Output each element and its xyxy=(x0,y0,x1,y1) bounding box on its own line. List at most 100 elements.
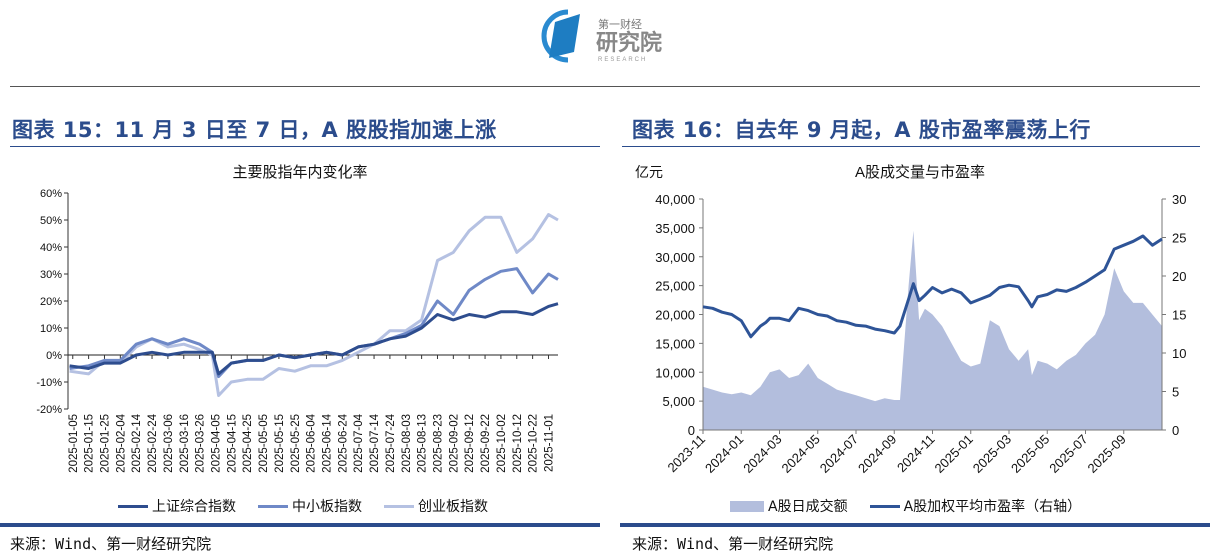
x-tick-label: 2025-05-05 xyxy=(258,414,270,473)
x-tick-label: 2025-05 xyxy=(1008,432,1052,476)
y-tick-label: 10% xyxy=(40,323,62,335)
x-tick-label: 2025-07-14 xyxy=(369,413,381,472)
legend-item-volume: A股日成交额 xyxy=(730,496,848,516)
x-tick-label: 2025-03-06 xyxy=(163,414,175,473)
x-tick-label: 2025-03-16 xyxy=(179,414,191,473)
x-tick-label: 2025-01 xyxy=(932,432,976,476)
x-tick-label: 2025-10-12 xyxy=(512,414,524,473)
y-tick-label: 0 xyxy=(688,423,695,438)
y2-tick-label: 30 xyxy=(1172,192,1186,207)
x-tick-label: 2025-06-24 xyxy=(337,413,349,472)
pe-ratio-line xyxy=(702,234,1163,339)
x-tick-label: 2025-09 xyxy=(1085,432,1129,476)
x-tick-label: 2025-02-04 xyxy=(115,413,127,472)
y-tick-label: 25,000 xyxy=(655,279,695,294)
x-tick-label: 2025-03-26 xyxy=(195,414,207,473)
figure-16-title: 图表 16：自去年 9 月起，A 股市盈率震荡上行 xyxy=(632,118,1091,142)
x-tick-label: 2025-04-05 xyxy=(210,414,222,473)
legend-item-chinext: 创业板指数 xyxy=(384,496,488,516)
series-line-sme xyxy=(69,267,559,379)
source-note-right: 来源：Wind、第一财经研究院 xyxy=(632,535,834,553)
y-tick-label: 35,000 xyxy=(655,221,695,236)
legend-swatch xyxy=(118,504,148,508)
x-tick-label: 2023-11 xyxy=(664,432,708,476)
y2-tick-label: 0 xyxy=(1172,423,1179,438)
x-tick-label: 2025-08-13 xyxy=(417,414,429,473)
legend-swatch xyxy=(258,504,288,508)
y-tick-label: 0% xyxy=(46,350,62,362)
volume-area xyxy=(703,230,1162,430)
y-tick-label: 30,000 xyxy=(655,250,695,265)
svg-text:第一财经: 第一财经 xyxy=(598,17,642,31)
legend-left: 上证综合指数 中小板指数 创业板指数 xyxy=(118,496,510,516)
index-change-chart: 主要股指年内变化率 -20% -10% 0% 10% 20% 30% 40% 50% 60% 20… xyxy=(36,164,559,473)
legend-right: A股日成交额 A股加权平均市盈率（右轴） xyxy=(730,496,1103,516)
y2-tick-label: 25 xyxy=(1172,231,1186,246)
x-tick-label: 2024-01 xyxy=(702,432,746,476)
x-tick-label: 2025-09-02 xyxy=(448,414,460,473)
x-tick-label: 2025-02-24 xyxy=(147,413,159,472)
y2-tick-label: 5 xyxy=(1172,385,1179,400)
legend-swatch xyxy=(384,504,414,508)
y-tick-label: -10% xyxy=(36,377,62,389)
x-tick-label: 2025-10-02 xyxy=(496,414,508,473)
footer-rule-right xyxy=(620,523,1210,527)
y-tick-label: 60% xyxy=(40,188,62,200)
legend-label: A股加权平均市盈率（右轴） xyxy=(903,499,1082,515)
series-line-chinext xyxy=(69,213,559,397)
chart-title: A股成交量与市盈率 xyxy=(855,163,985,181)
x-tick-label: 2025-03 xyxy=(970,432,1014,476)
x-tick-label: 2025-06-14 xyxy=(321,413,333,472)
x-tick-label: 2025-07-04 xyxy=(353,413,365,472)
x-tick-label: 2024-07 xyxy=(817,432,861,476)
y-tick-label: -20% xyxy=(36,404,62,416)
x-tick-label: 2025-09-22 xyxy=(480,414,492,473)
x-tick-label: 2025-07-24 xyxy=(385,413,397,472)
y-tick-label: 30% xyxy=(40,269,62,281)
x-tick-label: 2025-08-03 xyxy=(401,414,413,473)
x-tick-label: 2024-09 xyxy=(855,432,899,476)
x-tick-label: 2024-03 xyxy=(740,432,784,476)
chart-title: 主要股指年内变化率 xyxy=(232,164,367,181)
y2-tick-label: 15 xyxy=(1172,308,1186,323)
figure-16-title-rule xyxy=(622,146,1200,147)
x-tick-label: 2025-05-15 xyxy=(274,414,286,473)
x-tick-label: 2025-11-01 xyxy=(543,414,555,472)
legend-swatch xyxy=(730,500,764,512)
x-tick-label: 2025-08-23 xyxy=(432,414,444,473)
legend-label: 上证综合指数 xyxy=(152,499,236,515)
legend-label: A股日成交额 xyxy=(768,499,848,515)
legend-item-shanghai: 上证综合指数 xyxy=(118,496,236,516)
x-tick-label: 2024-05 xyxy=(779,432,823,476)
x-tick-label: 2025-01-15 xyxy=(84,414,96,473)
y-tick-label: 50% xyxy=(40,215,62,227)
x-tick-label: 2025-04-25 xyxy=(242,414,254,473)
legend-label: 创业板指数 xyxy=(418,499,488,515)
figure-15-title-rule xyxy=(10,146,600,147)
figure-15-title: 图表 15：11 月 3 日至 7 日，A 股股指加速上涨 xyxy=(12,118,497,142)
legend-label: 中小板指数 xyxy=(292,499,362,515)
y-tick-label: 20,000 xyxy=(655,308,695,323)
x-tick-label: 2025-09-12 xyxy=(464,414,476,473)
x-tick-label: 2025-01-05 xyxy=(68,414,80,473)
series-line-shanghai xyxy=(69,302,559,376)
x-tick-label: 2025-02-14 xyxy=(131,413,143,472)
header-divider xyxy=(10,86,1200,87)
footer-rule-left xyxy=(0,523,600,527)
x-tick-label: 2025-01-25 xyxy=(99,414,111,473)
legend-item-sme: 中小板指数 xyxy=(258,496,362,516)
x-tick-label: 2025-10-22 xyxy=(528,414,540,473)
x-tick-label: 2025-06-04 xyxy=(306,413,318,472)
x-tick-label: 2025-05-25 xyxy=(290,414,302,473)
y-axis-unit: 亿元 xyxy=(635,164,663,180)
y-tick-label: 15,000 xyxy=(655,336,695,351)
research-logo: 第一财经 研究院 RESEARCH xyxy=(541,9,662,63)
y-tick-label: 40% xyxy=(40,242,62,254)
svg-text:研究院: 研究院 xyxy=(596,30,662,55)
y2-tick-label: 20 xyxy=(1172,269,1186,284)
y-tick-label: 40,000 xyxy=(655,192,695,207)
volume-pe-chart: A股成交量与市盈率 亿元 0 5,000 10,000 15,000 20,000 25,… xyxy=(635,163,1186,476)
x-tick-label: 2025-04-15 xyxy=(226,414,238,473)
y-tick-label: 20% xyxy=(40,296,62,308)
